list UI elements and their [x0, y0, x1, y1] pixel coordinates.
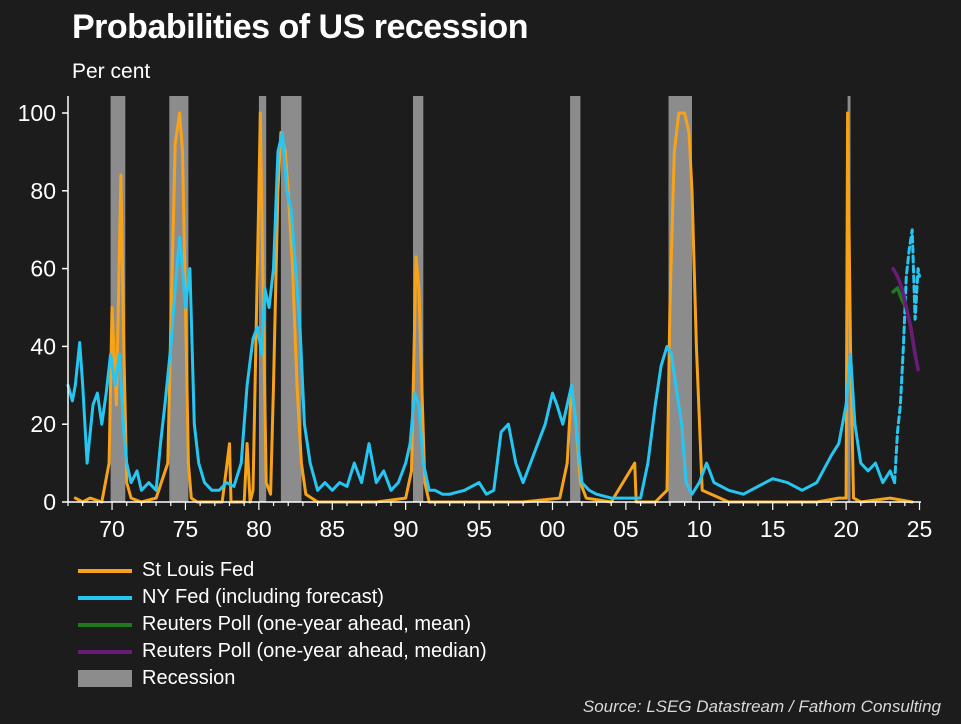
x-tick-label: 80 [246, 516, 272, 542]
series-line-nyfed [66, 131, 897, 500]
x-tick-label: 90 [393, 516, 419, 542]
x-tick-label: 05 [613, 516, 639, 542]
legend-label: Recession [142, 667, 236, 689]
recession-band [280, 96, 302, 502]
recession-band [570, 96, 581, 502]
x-tick-label: 95 [466, 516, 492, 542]
recession-probability-chart: 0 20 40 60 80 100 70 75 80 85 90 95 00 05 10 15 20 25 [18, 96, 933, 542]
x-tick-label: 85 [319, 516, 345, 542]
legend-item-nyfed: NY Fed (including forecast) [78, 584, 487, 611]
legend-label: St Louis Fed [142, 559, 255, 581]
x-tick-label: 25 [907, 516, 933, 542]
legend-label: Reuters Poll (one-year ahead, median) [142, 640, 487, 662]
series-line-stlouis [73, 111, 914, 504]
x-tick-label: 00 [540, 516, 566, 542]
x-tick-label: 70 [99, 516, 125, 542]
recession-band [668, 96, 692, 502]
legend-swatch-stlouis [78, 568, 132, 573]
chart-legend: St Louis Fed NY Fed (including forecast) R… [78, 557, 487, 692]
series-line-reuters_median [891, 266, 920, 372]
legend-item-reuters_mean: Reuters Poll (one-year ahead, mean) [78, 611, 487, 638]
axes: 0 20 40 60 80 100 70 75 80 85 90 95 00 05 10 15 20 25 [18, 96, 933, 542]
x-tick-label: 20 [833, 516, 859, 542]
y-axis-unit-label: Per cent [72, 60, 151, 83]
y-tick-label: 20 [30, 411, 56, 437]
legend-item-stlouis: St Louis Fed [78, 557, 487, 584]
source-note: Source: LSEG Datastream / Fathom Consult… [582, 697, 941, 716]
y-tick-label: 0 [43, 489, 56, 515]
y-tick-label: 100 [18, 100, 56, 126]
legend-label: Reuters Poll (one-year ahead, mean) [142, 613, 472, 635]
y-tick-label: 60 [30, 256, 56, 282]
series-lines [66, 111, 921, 504]
legend-swatch-reuters_median [78, 649, 132, 654]
y-tick-label: 40 [30, 333, 56, 359]
legend-swatch-recession [78, 670, 132, 687]
x-tick-label: 10 [687, 516, 713, 542]
x-tick-label: 15 [760, 516, 786, 542]
recession-bands [110, 96, 851, 502]
chart-title: Probabilities of US recession [72, 8, 528, 46]
x-tick-label: 75 [173, 516, 199, 542]
series-line-nyfed-forecast [893, 228, 921, 485]
legend-item-recession: Recession [78, 665, 487, 692]
legend-swatch-reuters_mean [78, 622, 132, 627]
legend-swatch-nyfed [78, 595, 132, 600]
legend-label: NY Fed (including forecast) [142, 586, 384, 608]
legend-item-reuters_median: Reuters Poll (one-year ahead, median) [78, 638, 487, 665]
y-tick-label: 80 [30, 178, 56, 204]
